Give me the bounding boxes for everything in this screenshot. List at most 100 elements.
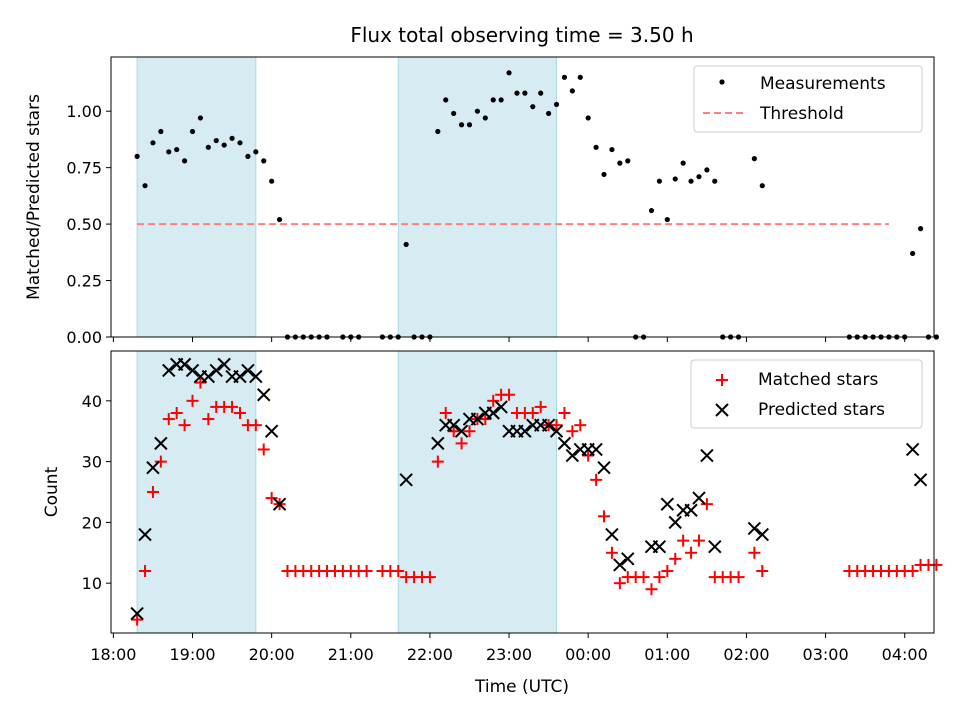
measurement-point	[458, 122, 465, 128]
measurement-points	[134, 70, 939, 340]
matched-star-point	[392, 565, 405, 578]
x-tick-label: 23:00	[486, 645, 532, 664]
measurement-point	[538, 90, 544, 96]
predicted-star-point	[217, 357, 231, 372]
predicted-star-point	[209, 363, 223, 378]
measurement-point	[150, 140, 156, 146]
measurement-point	[276, 216, 283, 223]
measurement-point	[474, 108, 480, 114]
matched-star-point	[732, 571, 745, 584]
measurement-point	[712, 178, 718, 184]
predicted-star-point	[130, 606, 144, 621]
matched-star-point	[249, 419, 262, 432]
measurement-point	[553, 101, 560, 108]
predicted-star-point	[272, 497, 287, 511]
measurement-point	[245, 153, 251, 159]
matched-star-point	[756, 565, 769, 578]
measurement-point	[134, 153, 140, 159]
measurement-point	[704, 167, 710, 173]
matched-star-point	[131, 613, 144, 626]
top-panel: 0.00 0.25 0.50 0.75 1.00 Matched/Predicted s…	[24, 56, 939, 347]
bottom-panel: 10 20 30 40 18:00 19:00 20:00 21:00 22:00 23:00 00…	[42, 350, 943, 697]
matched-star-point	[574, 419, 587, 432]
x-tick-label: 04:00	[882, 645, 928, 664]
measurement-point	[688, 178, 694, 184]
measurement-point	[166, 149, 172, 155]
predicted-star-point	[549, 424, 564, 438]
measurement-point	[403, 241, 409, 248]
matched-star-point	[431, 455, 444, 468]
matched-star-point	[186, 394, 199, 407]
top-y-axis-label: Matched/Predicted stars	[24, 94, 44, 300]
count-points	[130, 357, 943, 626]
measurement-point	[530, 104, 536, 110]
legend-label-threshold: Threshold	[759, 104, 844, 124]
matched-star-point	[455, 437, 468, 450]
predicted-star-point	[621, 552, 635, 566]
measurement-point	[158, 128, 164, 135]
matched-star-point	[661, 565, 674, 578]
measurement-point	[617, 160, 623, 166]
measurement-point	[609, 146, 615, 153]
matched-star-point	[645, 583, 658, 596]
measurement-point	[656, 178, 663, 184]
predicted-star-point	[201, 369, 216, 384]
matched-star-point	[170, 406, 183, 419]
matched-star-point	[139, 565, 152, 578]
measurement-point	[569, 88, 575, 94]
matched-star-point	[550, 419, 563, 432]
measurement-point	[522, 90, 528, 96]
predicted-star-point	[446, 418, 461, 432]
bottom-y-tick-label: 30	[82, 453, 102, 472]
predicted-star-point	[494, 400, 508, 414]
measurement-point	[221, 142, 227, 148]
predicted-star-point	[700, 448, 714, 463]
measurement-point	[197, 115, 204, 121]
matched-star-point	[423, 571, 436, 584]
shaded-interval-2	[397, 350, 558, 634]
measurement-point	[664, 216, 670, 223]
measurement-point	[561, 74, 568, 80]
predicted-star-point	[154, 436, 168, 451]
predicted-star-point	[913, 473, 928, 487]
matched-star-point	[146, 486, 159, 498]
matched-star-point	[653, 571, 666, 584]
predicted-star-point	[589, 442, 603, 457]
measurement-point	[648, 207, 655, 214]
x-tick-label: 00:00	[565, 645, 611, 664]
predicted-star-point	[185, 363, 200, 378]
measurement-point	[593, 144, 599, 150]
predicted-star-point	[684, 503, 698, 517]
legend-marker-matched	[716, 374, 728, 386]
measurement-point	[933, 334, 939, 340]
matched-star-point	[605, 546, 618, 559]
predicted-star-point	[557, 436, 572, 451]
bottom-legend-box	[690, 359, 923, 429]
x-tick-label: 21:00	[328, 645, 374, 664]
measurement-point	[482, 115, 488, 121]
measurement-point	[213, 137, 219, 144]
predicted-star-point	[138, 527, 152, 542]
predicted-star-point	[264, 424, 279, 438]
measurement-point	[514, 90, 520, 96]
measurement-point	[451, 110, 457, 117]
measurement-point	[261, 158, 267, 164]
matched-star-point	[202, 413, 215, 426]
predicted-star-point	[755, 527, 769, 542]
x-tick-label: 01:00	[644, 645, 690, 664]
measurement-point	[585, 115, 591, 121]
matched-star-point	[439, 406, 452, 419]
matched-star-point	[162, 413, 175, 426]
matched-star-point	[487, 394, 500, 407]
matched-star-point	[598, 510, 611, 523]
predicted-star-point	[747, 521, 762, 536]
predicted-star-point	[652, 539, 667, 554]
measurement-point	[443, 97, 449, 103]
matched-star-point	[265, 492, 278, 505]
legend-label-matched: Matched stars	[758, 370, 878, 390]
top-axes-frame	[110, 56, 935, 338]
bottom-y-tick-label: 10	[82, 574, 102, 593]
predicted-star-point	[233, 369, 247, 384]
predicted-star-point	[454, 424, 469, 438]
legend-marker-predicted	[715, 403, 729, 417]
